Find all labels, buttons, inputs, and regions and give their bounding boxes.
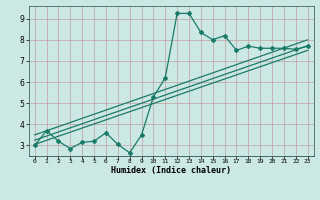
X-axis label: Humidex (Indice chaleur): Humidex (Indice chaleur)	[111, 166, 231, 175]
